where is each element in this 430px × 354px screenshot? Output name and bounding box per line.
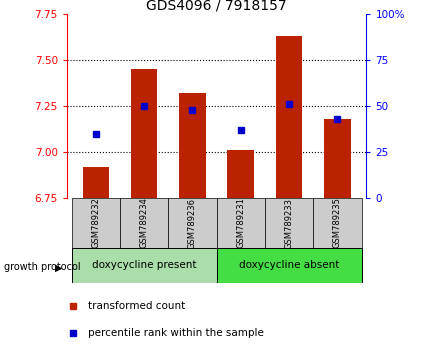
Text: GSM789232: GSM789232 bbox=[91, 198, 100, 249]
Bar bbox=[120, 198, 168, 248]
Bar bbox=[71, 198, 120, 248]
Bar bbox=[82, 167, 109, 198]
Bar bbox=[313, 198, 361, 248]
Text: GSM789233: GSM789233 bbox=[284, 198, 293, 249]
Bar bbox=[168, 198, 216, 248]
Bar bbox=[216, 198, 264, 248]
Bar bbox=[216, 248, 361, 283]
Title: GDS4096 / 7918157: GDS4096 / 7918157 bbox=[146, 0, 286, 13]
Text: GSM789231: GSM789231 bbox=[236, 198, 245, 249]
Bar bbox=[275, 36, 301, 198]
Text: percentile rank within the sample: percentile rank within the sample bbox=[88, 327, 263, 338]
Text: doxycycline present: doxycycline present bbox=[92, 261, 196, 270]
Text: doxycycline absent: doxycycline absent bbox=[238, 261, 338, 270]
Text: ▶: ▶ bbox=[55, 262, 62, 272]
Text: GSM789234: GSM789234 bbox=[139, 198, 148, 249]
Bar bbox=[323, 119, 350, 198]
Bar bbox=[71, 248, 216, 283]
Text: transformed count: transformed count bbox=[88, 301, 184, 311]
Bar bbox=[131, 69, 157, 198]
Text: GSM789235: GSM789235 bbox=[332, 198, 341, 249]
Bar bbox=[179, 93, 205, 198]
Bar bbox=[227, 150, 253, 198]
Bar bbox=[264, 198, 313, 248]
Text: GSM789236: GSM789236 bbox=[187, 198, 197, 249]
Text: growth protocol: growth protocol bbox=[4, 262, 81, 272]
